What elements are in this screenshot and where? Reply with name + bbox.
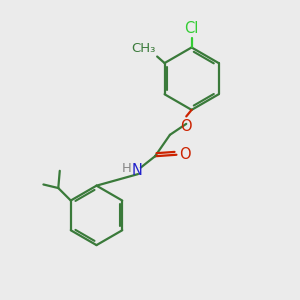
Text: Cl: Cl — [184, 22, 199, 37]
Text: CH₃: CH₃ — [131, 42, 156, 55]
Text: O: O — [179, 147, 191, 162]
Text: O: O — [180, 119, 192, 134]
Text: N: N — [131, 163, 142, 178]
Text: H: H — [121, 162, 131, 175]
